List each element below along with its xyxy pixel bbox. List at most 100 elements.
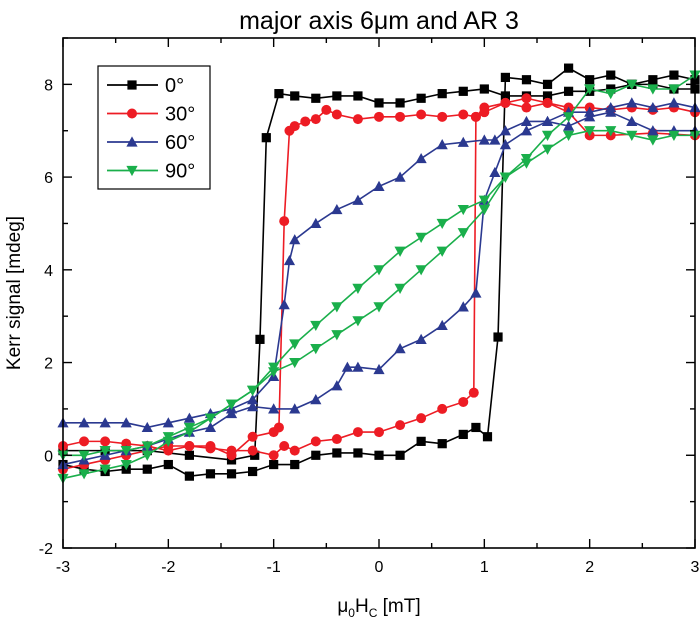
data-point	[374, 98, 384, 108]
data-point	[373, 363, 385, 375]
data-point	[331, 330, 343, 341]
data-point	[626, 115, 638, 127]
data-point	[499, 125, 511, 136]
y-tick-label: -2	[39, 541, 53, 558]
data-point	[247, 431, 258, 442]
data-point	[352, 114, 363, 125]
series-layer	[57, 63, 700, 485]
data-point	[79, 436, 90, 447]
data-point	[352, 361, 364, 372]
data-point	[669, 70, 679, 80]
data-point	[183, 427, 195, 438]
data-point	[521, 102, 532, 113]
legend-item: 90°	[107, 161, 195, 183]
data-point	[471, 422, 481, 433]
legend-marker	[127, 80, 137, 90]
legend-item: 30°	[107, 104, 195, 126]
data-point	[99, 446, 111, 457]
data-point	[247, 400, 259, 412]
data-point	[331, 109, 342, 120]
data-point	[290, 91, 300, 101]
data-point	[584, 106, 596, 117]
data-point	[310, 217, 322, 229]
data-point	[395, 420, 406, 431]
legend-label: 90°	[165, 161, 195, 183]
data-point	[436, 246, 448, 257]
data-point	[120, 446, 132, 457]
data-point	[289, 234, 301, 245]
data-point	[184, 450, 194, 460]
data-point	[542, 91, 553, 101]
data-point	[78, 450, 90, 461]
data-point	[520, 125, 533, 136]
data-point	[278, 298, 290, 310]
data-point	[416, 413, 427, 424]
data-point	[255, 334, 265, 344]
data-point	[500, 91, 510, 101]
data-point	[332, 91, 342, 101]
data-point	[605, 126, 617, 137]
data-point	[668, 84, 680, 95]
data-point	[457, 228, 469, 239]
data-point	[352, 316, 364, 327]
data-point	[120, 459, 132, 471]
data-point	[478, 195, 490, 206]
data-point	[183, 412, 195, 423]
data-point	[499, 139, 511, 150]
data-point	[416, 93, 426, 103]
y-tick-label: 4	[44, 263, 53, 280]
data-point	[458, 109, 469, 120]
x-tick-label: -2	[161, 559, 175, 576]
data-point	[162, 417, 174, 428]
data-point	[489, 134, 501, 145]
data-point	[331, 203, 343, 215]
data-point	[141, 441, 153, 452]
data-point	[225, 407, 238, 419]
data-point	[605, 89, 617, 100]
data-point	[99, 464, 111, 475]
data-point	[311, 93, 321, 103]
x-tick-label: 1	[480, 559, 489, 576]
data-point	[310, 344, 322, 355]
data-point	[274, 89, 284, 99]
data-point	[470, 111, 481, 122]
data-point	[374, 427, 384, 438]
data-point	[563, 120, 575, 131]
series-line	[62, 102, 696, 466]
data-point	[648, 79, 658, 89]
data-point	[458, 396, 469, 407]
data-point	[268, 403, 280, 414]
data-point	[204, 421, 217, 433]
y-tick-label: 0	[44, 448, 53, 465]
data-point	[269, 459, 279, 470]
data-point	[415, 333, 427, 344]
data-point	[457, 136, 469, 147]
data-point	[100, 436, 111, 447]
x-tick-label: 0	[375, 559, 384, 576]
data-point	[478, 134, 490, 145]
data-point	[457, 204, 469, 216]
data-point	[564, 86, 574, 96]
data-point	[394, 283, 406, 294]
data-point	[205, 443, 216, 454]
series-line	[63, 111, 695, 429]
chart-title: major axis 6μm and AR 3	[239, 7, 519, 35]
data-point	[279, 216, 290, 227]
data-point	[226, 469, 237, 479]
series-line	[62, 97, 696, 470]
data-point	[489, 166, 501, 178]
legend-label: 60°	[165, 132, 195, 154]
data-point	[352, 194, 364, 205]
data-point	[321, 104, 332, 115]
data-point	[247, 445, 258, 456]
data-point	[479, 84, 489, 94]
data-point	[564, 63, 574, 73]
y-axis-label: Kerr signal [mdeg]	[4, 216, 25, 370]
data-point	[394, 246, 406, 257]
legend-marker	[126, 136, 138, 147]
y-tick-label: 6	[44, 170, 53, 187]
legend-marker	[126, 165, 138, 177]
data-point	[437, 89, 447, 99]
data-point	[415, 265, 427, 276]
data-point	[482, 432, 493, 442]
